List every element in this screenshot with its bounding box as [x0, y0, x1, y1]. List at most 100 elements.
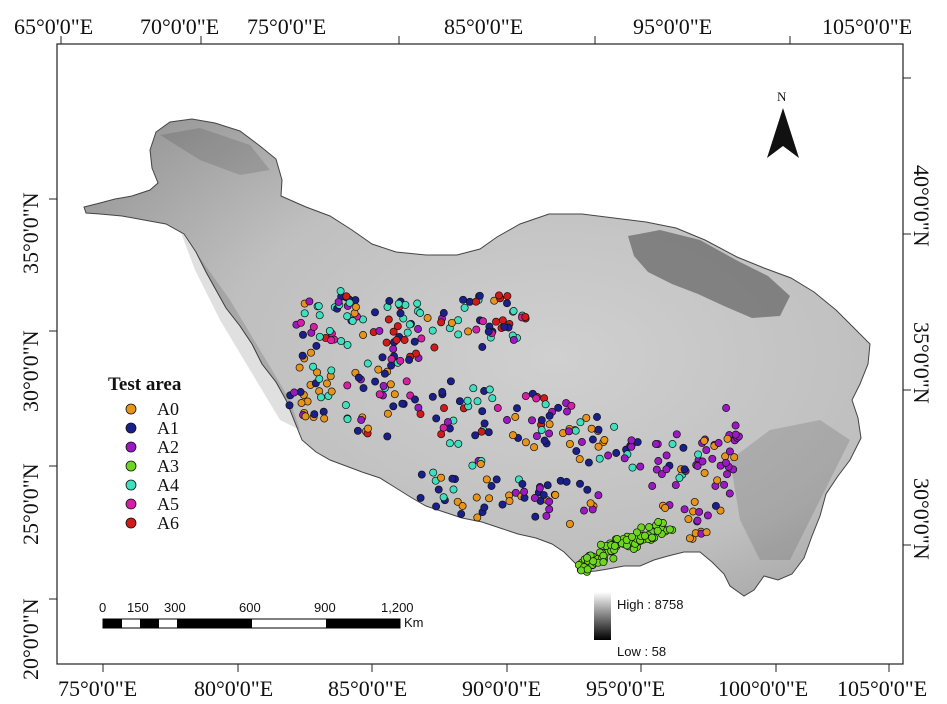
right-lat-label: 30°0'0"N: [909, 478, 934, 560]
sample-point: [716, 506, 725, 515]
sample-point: [599, 558, 608, 567]
sample-point: [403, 328, 412, 337]
scale-tick-label: 150: [127, 600, 149, 615]
sample-point: [354, 373, 363, 382]
sample-point: [378, 353, 387, 362]
sample-point: [429, 468, 438, 477]
sample-point: [478, 407, 487, 416]
legend-label: A0: [157, 399, 179, 419]
sample-point: [417, 334, 426, 343]
sample-point: [343, 340, 352, 349]
sample-point: [580, 506, 588, 515]
sample-point: [500, 323, 509, 331]
top-longitude-labels: 65°0'0"E 70°0'0"E 75°0'0"E 85°0'0"E 95°0…: [14, 14, 912, 39]
sample-point: [509, 335, 518, 344]
scale-tick-label: 300: [164, 600, 186, 615]
sample-point: [484, 428, 493, 437]
sample-point: [725, 489, 734, 498]
sample-point: [493, 404, 502, 412]
sample-point: [353, 426, 362, 435]
sample-point: [392, 336, 401, 344]
left-lat-label: 25°0'0"N: [18, 463, 43, 545]
sample-point: [405, 320, 414, 329]
sample-point: [627, 442, 636, 451]
sample-point: [383, 432, 392, 441]
sample-point: [679, 443, 688, 452]
sample-point: [571, 426, 580, 435]
legend-title: Test area: [108, 374, 182, 395]
sample-point: [575, 455, 584, 464]
sample-point: [620, 454, 629, 463]
sample-point: [375, 326, 384, 335]
sample-point: [518, 480, 527, 488]
sample-point: [636, 462, 645, 471]
sample-point: [609, 554, 618, 563]
sample-point: [473, 513, 482, 522]
sample-point: [509, 431, 517, 440]
sample-point: [627, 436, 636, 445]
sample-point: [628, 532, 636, 541]
sample-point: [323, 379, 331, 388]
sample-point: [572, 447, 581, 456]
sample-point: [511, 413, 520, 421]
sample-point: [690, 497, 699, 506]
sample-point: [371, 377, 380, 386]
sample-point: [319, 407, 328, 416]
left-lat-label: 35°0'0"N: [18, 192, 43, 274]
sample-point: [685, 534, 694, 543]
bottom-lon-label: 85°0'0"E: [328, 676, 407, 701]
sample-point: [698, 457, 707, 466]
sample-point: [554, 403, 563, 412]
sample-point: [714, 439, 723, 447]
sample-point: [475, 291, 484, 300]
sample-point: [454, 439, 463, 448]
sample-point: [387, 361, 396, 370]
bottom-lon-label: 90°0'0"E: [462, 676, 541, 701]
legend-swatch: [125, 422, 137, 434]
sample-point: [594, 491, 603, 500]
sample-point: [471, 431, 480, 440]
sample-point: [695, 507, 704, 516]
qaidam-basin: [628, 230, 790, 318]
sample-point: [545, 505, 554, 514]
sample-point: [730, 453, 739, 462]
sample-point: [535, 484, 544, 493]
sample-point: [675, 473, 684, 482]
sample-point: [662, 465, 671, 474]
left-lat-label: 20°0'0"N: [18, 598, 43, 680]
sample-point: [300, 309, 309, 318]
sample-point: [492, 317, 500, 326]
sample-point: [411, 395, 419, 404]
sample-point: [315, 311, 324, 320]
top-lon-label: 85°0'0"E: [444, 14, 523, 39]
sample-point: [612, 449, 621, 457]
sample-point: [532, 432, 541, 441]
sample-point: [565, 519, 574, 528]
sample-point: [668, 440, 677, 448]
sample-point: [586, 499, 595, 508]
sample-point: [509, 307, 518, 315]
sample-point: [503, 416, 511, 424]
sample-point: [700, 436, 709, 445]
sample-point: [610, 422, 619, 431]
sample-point: [396, 356, 405, 365]
sample-point: [394, 299, 403, 308]
sample-point: [352, 303, 360, 311]
sample-point: [567, 401, 576, 410]
sample-point: [416, 309, 425, 317]
sample-point: [545, 411, 554, 420]
sample-points: [285, 287, 743, 576]
sample-point: [439, 309, 448, 317]
sample-point: [651, 440, 660, 448]
sample-point: [537, 416, 546, 425]
sample-point: [432, 414, 441, 423]
sample-point: [382, 338, 391, 347]
sample-point: [702, 446, 711, 455]
sample-point: [336, 287, 345, 296]
sample-point: [543, 481, 552, 490]
sample-point: [460, 303, 469, 312]
right-latitude-labels: 40°0'0"N 35°0'0"N 30°0'0"N: [909, 165, 934, 560]
sample-point: [383, 409, 392, 418]
